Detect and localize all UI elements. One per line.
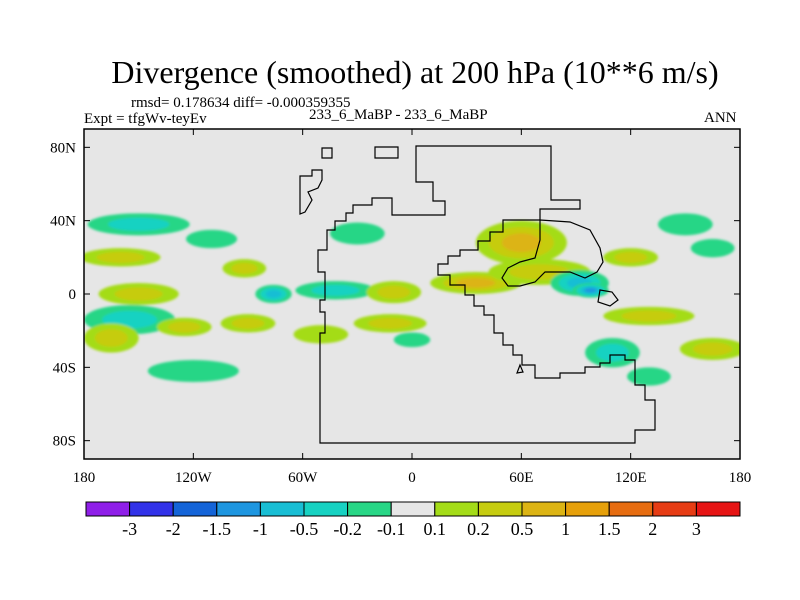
anomaly-blob (501, 233, 541, 253)
x-tick-label: 180 (73, 470, 96, 486)
chart-title: Divergence (smoothed) at 200 hPa (10**6 … (111, 54, 719, 90)
colorbar-label: 0.2 (467, 519, 490, 539)
colorbar-label: -3 (122, 519, 137, 539)
colorbar-swatch (434, 501, 479, 517)
anomaly-blob (627, 367, 671, 386)
colorbar-label: -0.2 (333, 519, 362, 539)
anomaly-blob (231, 262, 258, 274)
colorbar-label: 0.5 (511, 519, 534, 539)
anomaly-blob (690, 239, 735, 258)
colorbar-swatch (521, 501, 567, 517)
colorbar-label: 1.5 (598, 519, 621, 539)
colorbar: -3 -2 -1.5 -1 -0.5 -0.2 -0.1 0.1 0.2 0.5 1 1.5 2 3 (85, 501, 741, 539)
anomaly-blob (393, 332, 431, 348)
anomaly-blob (456, 278, 496, 288)
colorbar-swatch (565, 501, 610, 517)
x-tick-label: 120E (615, 470, 647, 486)
anomaly-blob (114, 287, 163, 301)
x-tick-label: 120W (175, 470, 213, 486)
anomaly-blob (108, 217, 170, 231)
colorbar-label: 1 (561, 519, 570, 539)
y-tick-label: 0 (69, 287, 77, 303)
stats-label: rmsd= 0.178634 diff= -0.000359355 (131, 95, 351, 111)
divergence-field (84, 213, 740, 386)
x-tick-label: 180 (729, 470, 752, 486)
colorbar-swatch (129, 501, 174, 517)
colorbar-swatch (303, 501, 349, 517)
anomaly-blob (147, 360, 239, 382)
anomaly-blob (658, 213, 713, 236)
y-tick-label: 40S (53, 360, 76, 376)
colorbar-label: 3 (692, 519, 701, 539)
anomaly-blob (96, 251, 145, 263)
colorbar-swatch (347, 501, 392, 517)
x-tick-label: 60W (288, 470, 318, 486)
colorbar-swatch (390, 501, 436, 517)
anomaly-blob (265, 290, 282, 298)
anomaly-blob (368, 317, 412, 329)
colorbar-swatch (259, 501, 305, 517)
colorbar-label: -2 (166, 519, 181, 539)
season-label: ANN (704, 110, 737, 126)
colorbar-label: 0.1 (424, 519, 447, 539)
anomaly-blob (293, 325, 349, 344)
colorbar-swatch (477, 501, 523, 517)
colorbar-label: -0.5 (290, 519, 319, 539)
anomaly-blob (692, 342, 733, 356)
anomaly-blob (621, 310, 677, 322)
anomaly-blob (186, 229, 238, 249)
anomaly-blob (311, 284, 360, 296)
colorbar-swatch (608, 501, 654, 517)
colorbar-label: -1.5 (203, 519, 232, 539)
colorbar-label: -1 (253, 519, 268, 539)
cases-label: 233_6_MaBP - 233_6_MaBP (309, 107, 488, 123)
anomaly-blob (167, 321, 201, 333)
colorbar-swatch (216, 501, 261, 517)
anomaly-blob (330, 222, 385, 245)
continent-outline (299, 145, 656, 444)
y-tick-label: 80S (53, 434, 76, 450)
colorbar-swatch (85, 501, 131, 517)
anomaly-blob (584, 287, 597, 293)
experiment-label: Expt = tfgWv-teyEv (84, 111, 207, 127)
colorbar-swatch (652, 501, 697, 517)
axes: 180 120W 60W 0 60E 120E 180 80N 40N 0 40S 80S (50, 129, 751, 486)
x-tick-label: 0 (408, 470, 416, 486)
anomaly-blob (231, 317, 265, 329)
x-tick-label: 60E (509, 470, 533, 486)
anomaly-blob (596, 343, 629, 362)
anomaly-blob (614, 251, 648, 263)
anomaly-blob (94, 329, 128, 347)
y-tick-label: 80N (50, 140, 76, 156)
colorbar-swatch (695, 501, 741, 517)
colorbar-label: 2 (648, 519, 657, 539)
y-tick-label: 40N (50, 214, 76, 230)
anomaly-blob (508, 264, 571, 280)
colorbar-label: -0.1 (377, 519, 406, 539)
colorbar-swatch (172, 501, 218, 517)
anomaly-blob (377, 285, 411, 299)
